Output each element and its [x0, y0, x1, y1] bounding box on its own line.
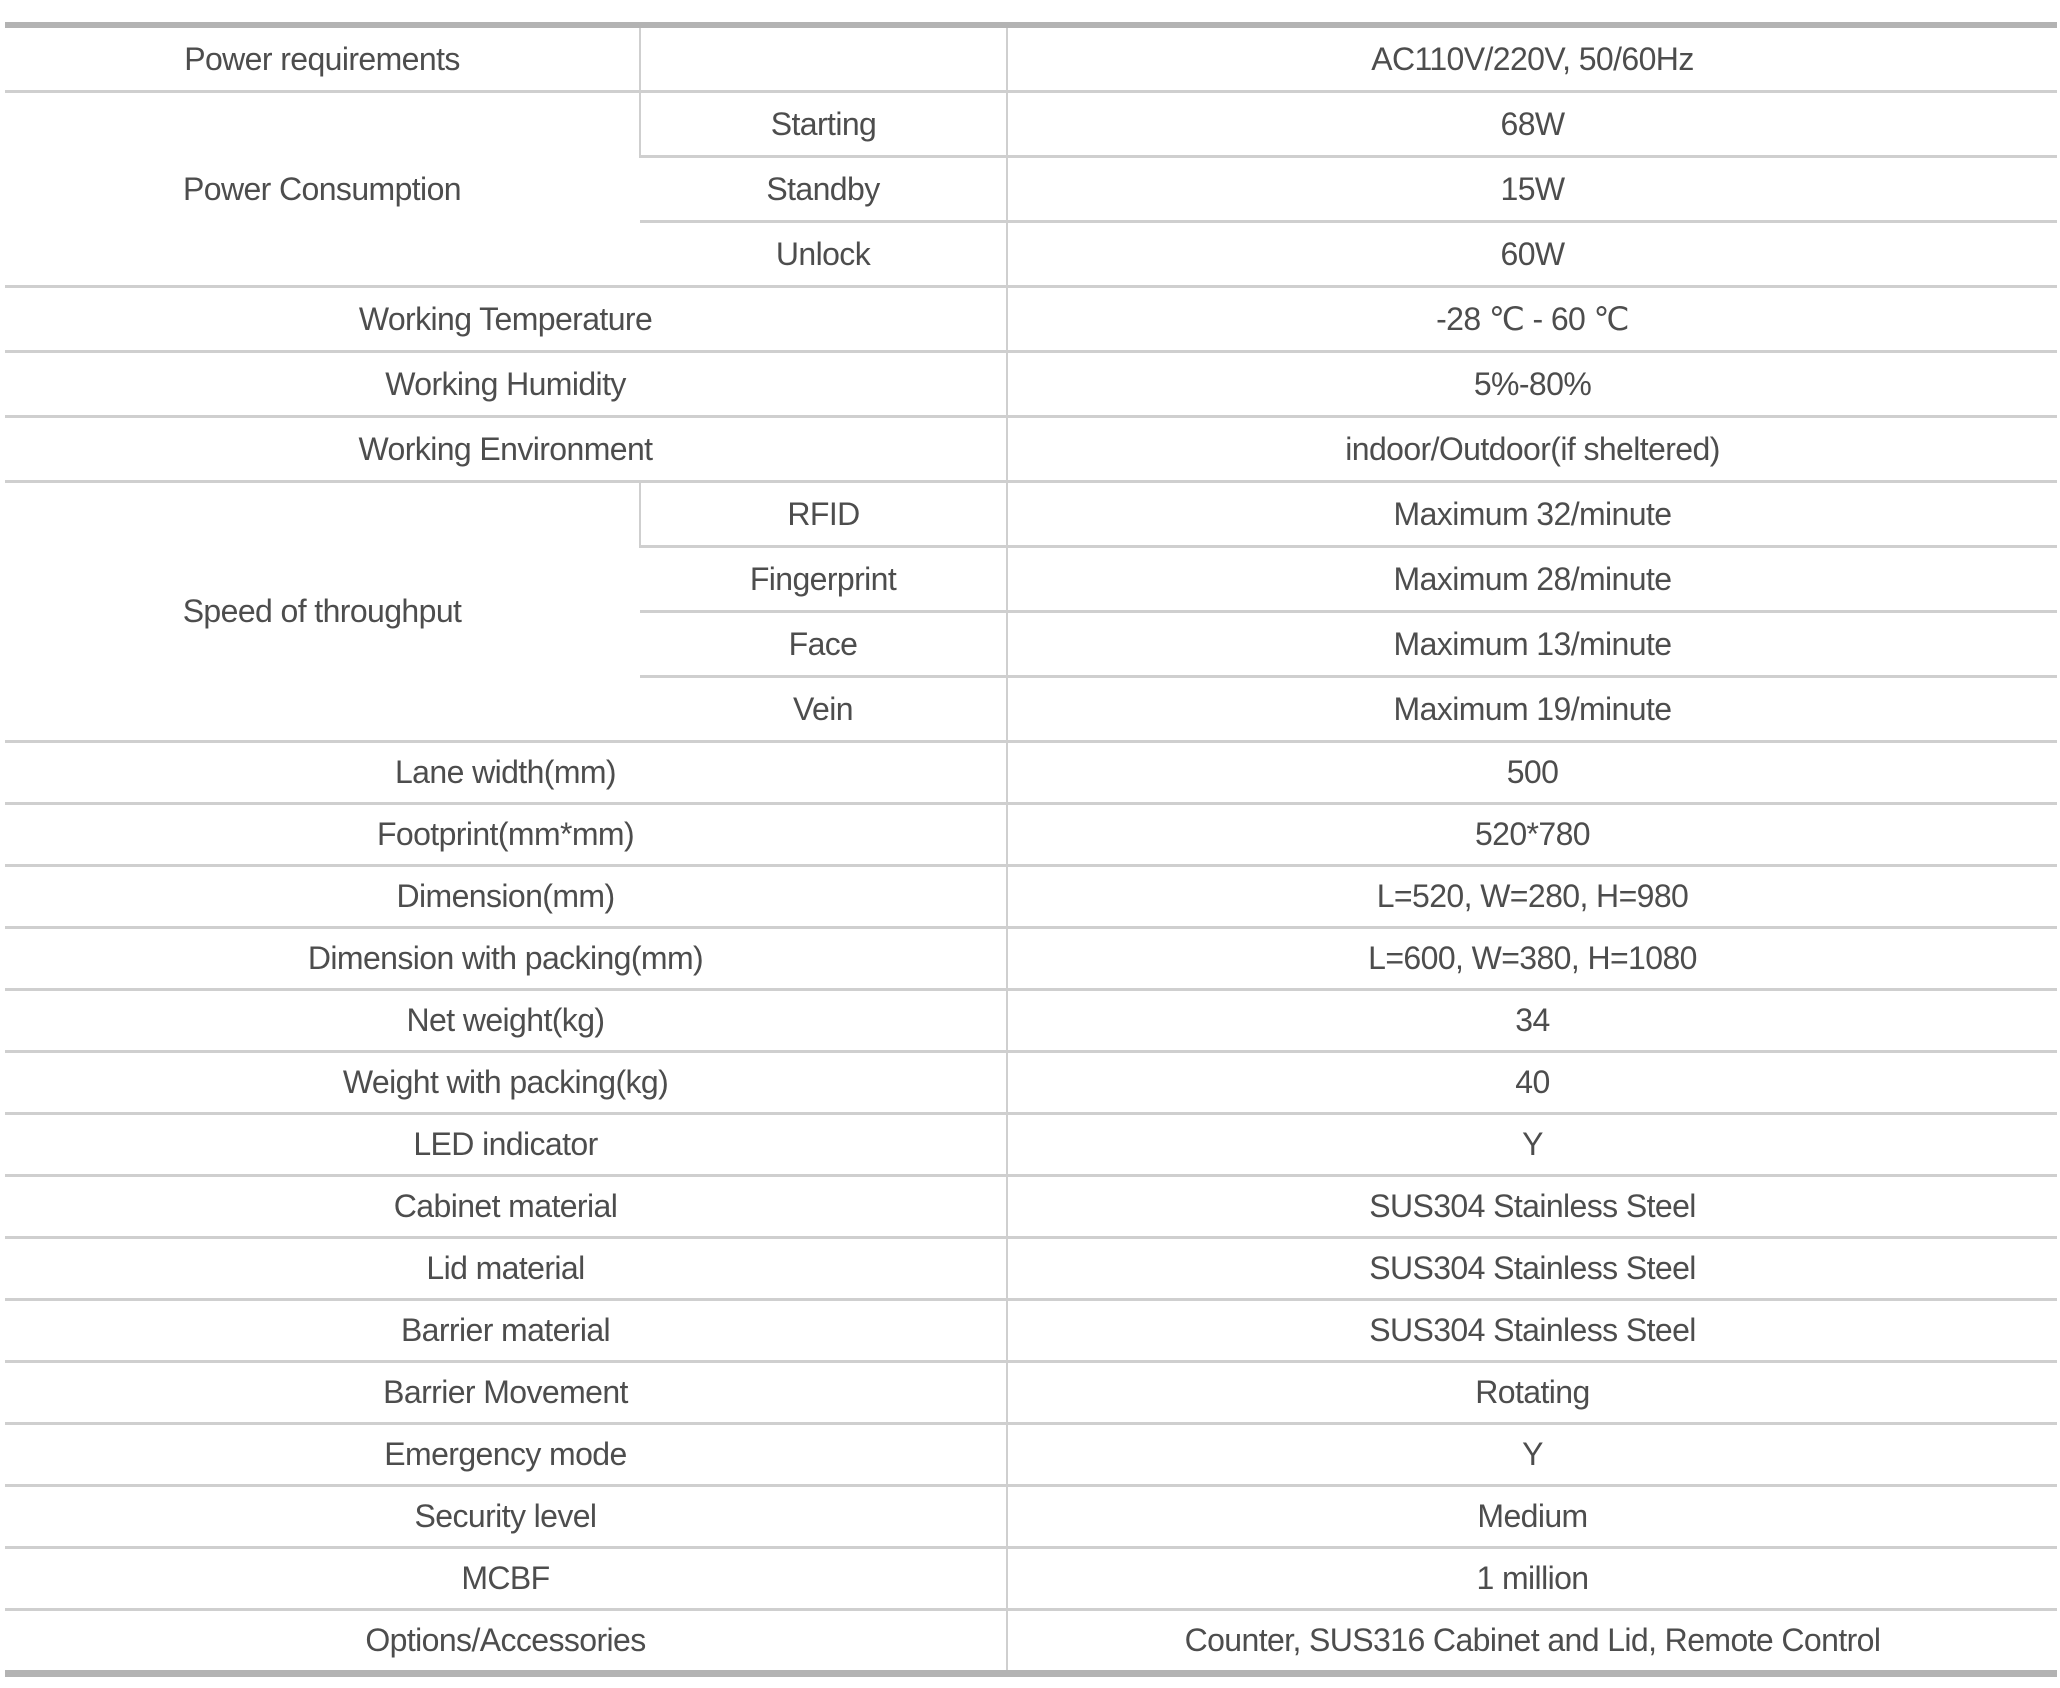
row-value: 60W	[1006, 220, 2057, 287]
row-sublabel: Vein	[640, 675, 1007, 742]
row-value: Y	[1006, 1112, 2057, 1176]
row-sublabel: Unlock	[640, 220, 1007, 287]
table-row: Emergency mode Y	[5, 1422, 2057, 1486]
row-label: Dimension with packing(mm)	[5, 926, 1007, 990]
table-row: Vein Maximum 19/minute	[5, 675, 2057, 742]
row-label: Weight with packing(kg)	[5, 1050, 1007, 1114]
row-sublabel: Starting	[639, 90, 1007, 157]
table-row: Power Consumption Starting 68W	[5, 90, 2057, 287]
table-row: MCBF 1 million	[5, 1546, 2057, 1610]
row-value: 1 million	[1006, 1546, 2057, 1610]
row-value: Counter, SUS316 Cabinet and Lid, Remote …	[1006, 1608, 2057, 1674]
table-row: Footprint(mm*mm) 520*780	[5, 802, 2057, 866]
row-label: Net weight(kg)	[5, 988, 1007, 1052]
row-label: Lid material	[5, 1236, 1007, 1300]
row-value: 500	[1006, 740, 2057, 804]
row-value: 34	[1006, 988, 2057, 1052]
row-label: MCBF	[5, 1546, 1007, 1610]
row-label: Power requirements	[184, 40, 460, 77]
row-value: L=520, W=280, H=980	[1006, 864, 2057, 928]
table-row: Power requirements AC110V/220V, 50/60Hz	[5, 25, 2057, 92]
table-row: Weight with packing(kg) 40	[5, 1050, 2057, 1114]
row-value: AC110V/220V, 50/60Hz	[1006, 25, 2057, 92]
row-label: Speed of throughput	[5, 480, 640, 742]
row-value: SUS304 Stainless Steel	[1006, 1174, 2057, 1238]
row-value: 520*780	[1006, 802, 2057, 866]
row-value: 68W	[1006, 90, 2057, 157]
row-label: Cabinet material	[5, 1174, 1007, 1238]
row-sublabel: Standby	[640, 155, 1007, 222]
row-sublabel: Fingerprint	[640, 545, 1007, 612]
row-value: SUS304 Stainless Steel	[1006, 1298, 2057, 1362]
row-label: Working Environment	[5, 415, 1007, 482]
table-row: Security level Medium	[5, 1484, 2057, 1548]
table-row: LED indicator Y	[5, 1112, 2057, 1176]
row-value: 5%-80%	[1006, 350, 2057, 417]
row-label: Security level	[5, 1484, 1007, 1548]
table-row: Barrier material SUS304 Stainless Steel	[5, 1298, 2057, 1362]
row-label: Lane width(mm)	[5, 740, 1007, 804]
table-row: Working Temperature -28 ℃ - 60 ℃	[5, 285, 2057, 352]
row-label: Barrier Movement	[5, 1360, 1007, 1424]
row-value: L=600, W=380, H=1080	[1006, 926, 2057, 990]
row-label: LED indicator	[5, 1112, 1007, 1176]
row-label: Working Temperature	[5, 285, 1007, 352]
table-row: Lid material SUS304 Stainless Steel	[5, 1236, 2057, 1300]
row-value: Rotating	[1006, 1360, 2057, 1424]
row-label: Barrier material	[5, 1298, 1007, 1362]
table-row: Speed of throughput RFID Maximum 32/minu…	[5, 480, 2057, 742]
row-label: Footprint(mm*mm)	[5, 802, 1007, 866]
row-label: Emergency mode	[5, 1422, 1007, 1486]
row-value: Maximum 32/minute	[1006, 480, 2057, 547]
table-row: Cabinet material SUS304 Stainless Steel	[5, 1174, 2057, 1238]
table-row: Options/Accessories Counter, SUS316 Cabin…	[5, 1608, 2057, 1674]
table-row: Net weight(kg) 34	[5, 988, 2057, 1052]
row-value: indoor/Outdoor(if sheltered)	[1006, 415, 2057, 482]
row-label: Dimension(mm)	[5, 864, 1007, 928]
row-value: Maximum 28/minute	[1006, 545, 2057, 612]
row-value: SUS304 Stainless Steel	[1006, 1236, 2057, 1300]
table-row: Dimension(mm) L=520, W=280, H=980	[5, 864, 2057, 928]
table-row: Unlock 60W	[5, 220, 2057, 287]
row-label: Power Consumption	[5, 90, 640, 287]
spec-table: Power requirements AC110V/220V, 50/60Hz …	[5, 22, 2057, 1677]
table-row: Face Maximum 13/minute	[5, 610, 2057, 677]
row-value: 40	[1006, 1050, 2057, 1114]
row-label: Options/Accessories	[5, 1608, 1007, 1674]
row-sublabel: Face	[640, 610, 1007, 677]
table-row: Working Environment indoor/Outdoor(if sh…	[5, 415, 2057, 482]
row-label: Working Humidity	[5, 350, 1007, 417]
row-value: Medium	[1006, 1484, 2057, 1548]
table-row: Dimension with packing(mm) L=600, W=380, …	[5, 926, 2057, 990]
table-row: Lane width(mm) 500	[5, 740, 2057, 804]
row-value: 15W	[1006, 155, 2057, 222]
table-row: Barrier Movement Rotating	[5, 1360, 2057, 1424]
table-row: Standby 15W	[5, 155, 2057, 222]
row-value: Maximum 13/minute	[1006, 610, 2057, 677]
table-row: Fingerprint Maximum 28/minute	[5, 545, 2057, 612]
row-value: Y	[1006, 1422, 2057, 1486]
row-sublabel	[639, 25, 1007, 92]
row-value: -28 ℃ - 60 ℃	[1006, 285, 2057, 352]
row-value: Maximum 19/minute	[1006, 675, 2057, 742]
table-row: Working Humidity 5%-80%	[5, 350, 2057, 417]
row-sublabel: RFID	[639, 480, 1007, 547]
